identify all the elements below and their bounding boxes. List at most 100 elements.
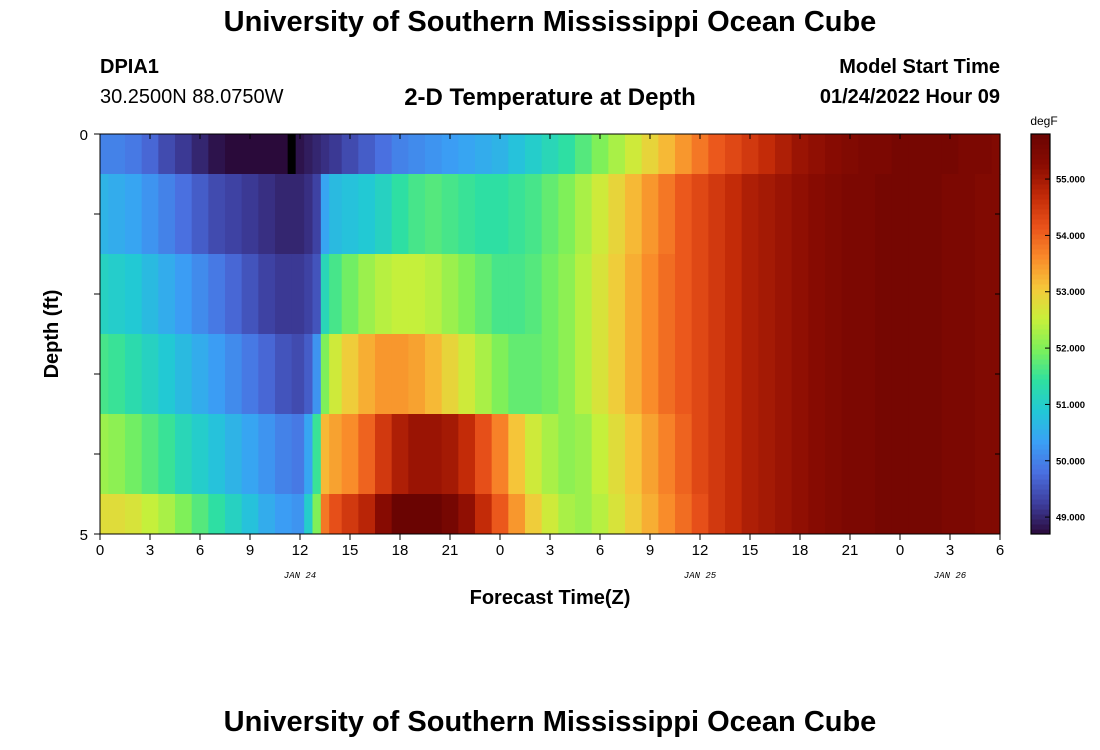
heatmap-cell: [425, 414, 443, 495]
colorbar-segment: [1031, 184, 1050, 190]
colorbar-segment: [1031, 154, 1050, 160]
heatmap-cell: [158, 254, 176, 335]
heatmap-cell: [125, 494, 143, 535]
heatmap-cell: [941, 174, 959, 255]
heatmap-cell: [925, 134, 943, 175]
heatmap-cell: [691, 174, 709, 255]
heatmap-cell: [608, 334, 626, 415]
heatmap-cell: [191, 494, 209, 535]
colorbar-segment: [1031, 234, 1050, 240]
heatmap-cell: [741, 254, 759, 335]
heatmap-cell: [441, 254, 459, 335]
heatmap-cell: [658, 334, 676, 415]
heatmap-cell: [258, 334, 276, 415]
colorbar-segment: [1031, 384, 1050, 390]
heatmap-cell: [441, 414, 459, 495]
x-tick-label: 15: [742, 542, 759, 559]
heatmap-cell: [625, 134, 643, 175]
colorbar-segment: [1031, 394, 1050, 400]
heatmap-cell: [908, 254, 926, 335]
heatmap-cell: [741, 334, 759, 415]
heatmap-cell: [941, 254, 959, 335]
heatmap-cell: [108, 334, 126, 415]
heatmap-cell: [791, 174, 809, 255]
colorbar-segment: [1031, 479, 1050, 485]
heatmap-cell: [441, 134, 459, 175]
colorbar-segment: [1031, 444, 1050, 450]
colorbar-segment: [1031, 359, 1050, 365]
heatmap-cell: [525, 134, 543, 175]
heatmap-cell: [175, 134, 193, 175]
heatmap-cell: [541, 254, 559, 335]
colorbar-segment: [1031, 149, 1050, 155]
heatmap-cell: [875, 134, 893, 175]
colorbar-segment: [1031, 279, 1050, 285]
heatmap-cell: [191, 134, 209, 175]
x-tick-label: 9: [246, 542, 254, 559]
heatmap-cell: [675, 494, 693, 535]
heatmap-cell: [825, 494, 843, 535]
heatmap-cell: [108, 494, 126, 535]
heatmap-cell: [304, 254, 314, 335]
heatmap-cell: [375, 414, 393, 495]
x-axis: 0 3 6 9 12 15 18 21 0 3 6 9 12 15 18 21 0 3 6 JAN 24 JAN 25 J…: [96, 134, 1004, 581]
heatmap-cell: [358, 334, 376, 415]
heatmap-cell: [725, 414, 743, 495]
heatmap-cell: [941, 334, 959, 415]
heatmap-cell: [641, 134, 659, 175]
heatmap-cell: [125, 254, 143, 335]
heatmap-cell: [375, 134, 393, 175]
colorbar-segment: [1031, 284, 1050, 290]
annotations: [287, 134, 296, 174]
heatmap-cell: [558, 254, 576, 335]
heatmap-cell: [320, 414, 330, 495]
y-axis-label: Depth (ft): [41, 290, 63, 379]
heatmap-cell: [341, 334, 359, 415]
heatmap-cell: [258, 174, 276, 255]
colorbar-segment: [1031, 464, 1050, 470]
heatmap-cell: [875, 254, 893, 335]
heatmap-cell: [525, 254, 543, 335]
colorbar-segment: [1031, 404, 1050, 410]
heatmap-cell: [225, 134, 243, 175]
heatmap-cell: [275, 414, 293, 495]
heatmap-cell: [508, 414, 526, 495]
heatmap-cell: [558, 414, 576, 495]
heatmap-cell: [558, 174, 576, 255]
colorbar-tick-label: 54.000: [1056, 231, 1085, 242]
colorbar-segment: [1031, 264, 1050, 270]
colorbar-segment: [1031, 169, 1050, 175]
colorbar-segment: [1031, 164, 1050, 170]
colorbar-segment: [1031, 369, 1050, 375]
x-tick-label: 18: [792, 542, 809, 559]
heatmap-cell: [191, 254, 209, 335]
heatmap-cell: [625, 174, 643, 255]
heatmap-cell: [791, 254, 809, 335]
heatmap-cell: [358, 134, 376, 175]
model-start-label: Model Start Time: [839, 56, 1000, 78]
heatmap-cell: [658, 494, 676, 535]
heatmap-cell: [208, 174, 226, 255]
heatmap-cell: [708, 134, 726, 175]
colorbar-segment: [1031, 364, 1050, 370]
heatmap-cell: [208, 494, 226, 535]
heatmap-cell: [458, 134, 476, 175]
heatmap-cell: [875, 494, 893, 535]
heatmap-cell: [958, 174, 976, 255]
heatmap-cell: [329, 134, 343, 175]
colorbar-segment: [1031, 379, 1050, 385]
y-tick-label: 5: [80, 527, 88, 544]
heatmap-cell: [258, 494, 276, 535]
colorbar-segment: [1031, 504, 1050, 510]
heatmap-cell: [541, 134, 559, 175]
heatmap-cell: [141, 494, 159, 535]
heatmap-cell: [141, 414, 159, 495]
heatmap-cell: [458, 174, 476, 255]
heatmap-cell: [141, 254, 159, 335]
heatmap-cell: [375, 254, 393, 335]
heatmap-cell: [291, 414, 305, 495]
annotation-bar: [287, 134, 296, 174]
heatmap-cell: [408, 414, 426, 495]
colorbar-segment: [1031, 349, 1050, 355]
heatmap-cell: [808, 414, 826, 495]
